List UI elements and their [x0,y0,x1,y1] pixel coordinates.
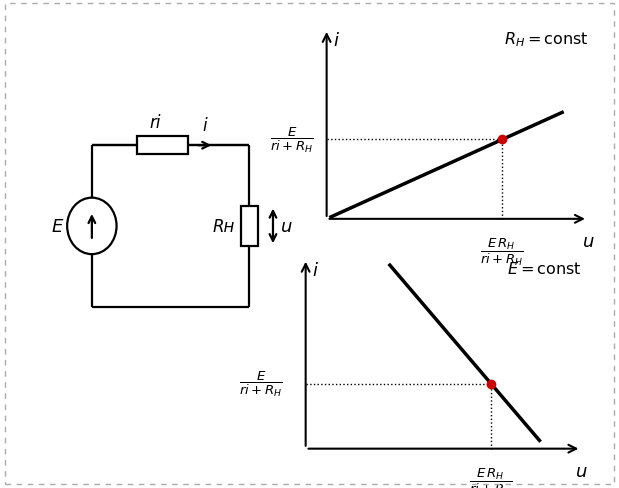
Bar [137,137,188,155]
Text: E: E [51,218,63,235]
Text: $i$: $i$ [333,32,340,50]
Text: i: i [202,117,207,135]
Text: Rн: Rн [212,218,235,235]
Text: $i$: $i$ [313,261,319,279]
Circle shape [67,198,116,255]
Bar [241,206,258,246]
Text: ri: ri [150,114,161,132]
Text: $u$: $u$ [575,462,587,480]
Text: $\dfrac{E}{ri + R_H}$: $\dfrac{E}{ri + R_H}$ [239,369,283,398]
Text: $\dfrac{E}{ri}$: $\dfrac{E}{ri}$ [0,487,1,488]
Text: $\dfrac{E\,R_H}{ri + R_H}$: $\dfrac{E\,R_H}{ri + R_H}$ [480,236,524,267]
Text: $R_H = \mathrm{const}$: $R_H = \mathrm{const}$ [504,31,589,49]
Text: $E = \mathrm{const}$: $E = \mathrm{const}$ [507,260,582,276]
Text: u: u [281,218,293,235]
Text: $\dfrac{E}{ri + R_H}$: $\dfrac{E}{ri + R_H}$ [270,125,314,155]
Text: $\dfrac{E\,R_H}{ri + R_H}$: $\dfrac{E\,R_H}{ri + R_H}$ [469,466,513,488]
Text: $u$: $u$ [581,232,594,250]
